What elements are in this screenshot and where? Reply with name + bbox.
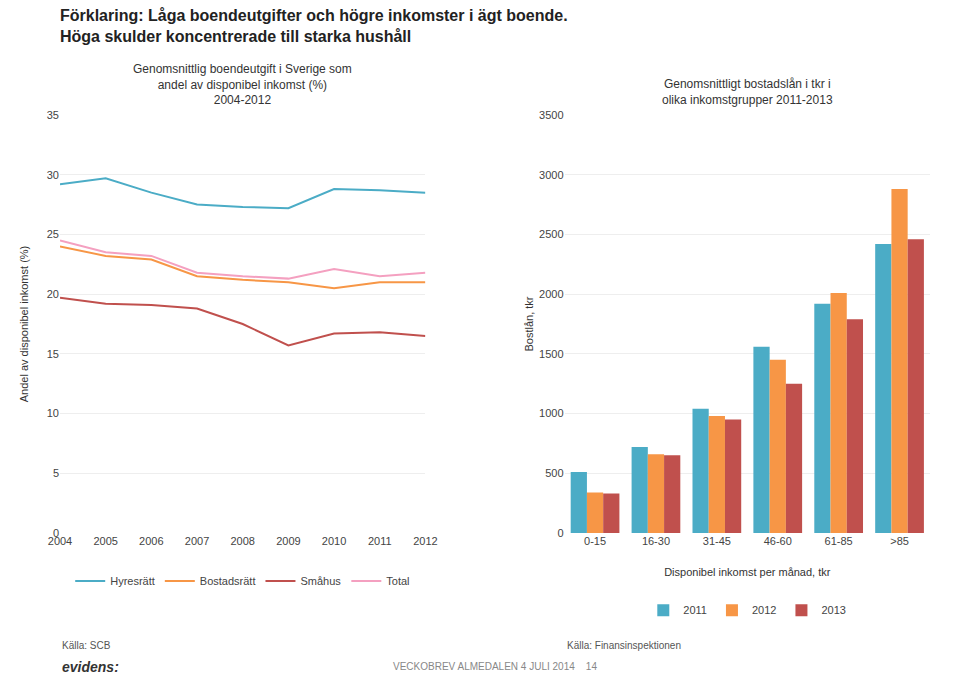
svg-text:2009: 2009 bbox=[276, 535, 300, 547]
svg-text:2500: 2500 bbox=[539, 228, 563, 240]
svg-text:Genomsnittligt bostadslån i tk: Genomsnittligt bostadslån i tkr iolika i… bbox=[662, 77, 833, 107]
svg-text:Källa: Finansinspektionen: Källa: Finansinspektionen bbox=[567, 640, 681, 651]
svg-text:Småhus: Småhus bbox=[300, 575, 341, 587]
svg-text:15: 15 bbox=[47, 348, 59, 360]
svg-text:500: 500 bbox=[545, 467, 563, 479]
svg-text:3000: 3000 bbox=[539, 169, 563, 181]
svg-text:2012: 2012 bbox=[752, 604, 776, 616]
svg-text:30: 30 bbox=[47, 169, 59, 181]
svg-text:1000: 1000 bbox=[539, 407, 563, 419]
svg-text:Andel av disponibel inkomst (%: Andel av disponibel inkomst (%) bbox=[18, 246, 30, 403]
svg-text:2005: 2005 bbox=[93, 535, 117, 547]
svg-text:0-15: 0-15 bbox=[584, 535, 606, 547]
svg-text:2012: 2012 bbox=[413, 535, 437, 547]
svg-text:2000: 2000 bbox=[539, 288, 563, 300]
svg-text:2011: 2011 bbox=[683, 604, 707, 616]
svg-text:1500: 1500 bbox=[539, 348, 563, 360]
svg-text:46-60: 46-60 bbox=[764, 535, 792, 547]
svg-text:Bostlån, tkr: Bostlån, tkr bbox=[523, 296, 535, 351]
svg-text:2007: 2007 bbox=[185, 535, 209, 547]
svg-text:Hyresrätt: Hyresrätt bbox=[110, 575, 155, 587]
svg-text:20: 20 bbox=[47, 288, 59, 300]
svg-text:0: 0 bbox=[557, 527, 563, 539]
svg-text:VECKOBREV ALMEDALEN 4 JULI 201: VECKOBREV ALMEDALEN 4 JULI 2014 14 bbox=[393, 661, 597, 672]
svg-text:0: 0 bbox=[53, 527, 59, 539]
svg-text:5: 5 bbox=[53, 467, 59, 479]
svg-text:2011: 2011 bbox=[368, 535, 392, 547]
svg-text:2013: 2013 bbox=[821, 604, 845, 616]
svg-text:>85: >85 bbox=[890, 535, 909, 547]
svg-text:2004: 2004 bbox=[48, 535, 72, 547]
svg-text:10: 10 bbox=[47, 407, 59, 419]
svg-text:2006: 2006 bbox=[139, 535, 163, 547]
svg-text:Total: Total bbox=[386, 575, 409, 587]
svg-text:2010: 2010 bbox=[322, 535, 346, 547]
svg-text:Disponibel inkomst per månad,: Disponibel inkomst per månad, tkr bbox=[664, 566, 831, 578]
svg-text:61-85: 61-85 bbox=[825, 535, 853, 547]
svg-text:25: 25 bbox=[47, 228, 59, 240]
svg-text:35: 35 bbox=[47, 109, 59, 121]
svg-text:31-45: 31-45 bbox=[703, 535, 731, 547]
svg-text:2008: 2008 bbox=[230, 535, 254, 547]
svg-text:evidens:: evidens: bbox=[62, 659, 119, 675]
svg-text:Förklaring: Låga boendeutgifte: Förklaring: Låga boendeutgifter och högr… bbox=[60, 7, 568, 45]
svg-text:3500: 3500 bbox=[539, 109, 563, 121]
svg-text:Källa: SCB: Källa: SCB bbox=[62, 640, 111, 651]
svg-text:Bostadsrätt: Bostadsrätt bbox=[200, 575, 256, 587]
svg-text:16-30: 16-30 bbox=[642, 535, 670, 547]
svg-text:Genomsnittlig boendeutgift i S: Genomsnittlig boendeutgift i Sverige som… bbox=[133, 62, 352, 107]
